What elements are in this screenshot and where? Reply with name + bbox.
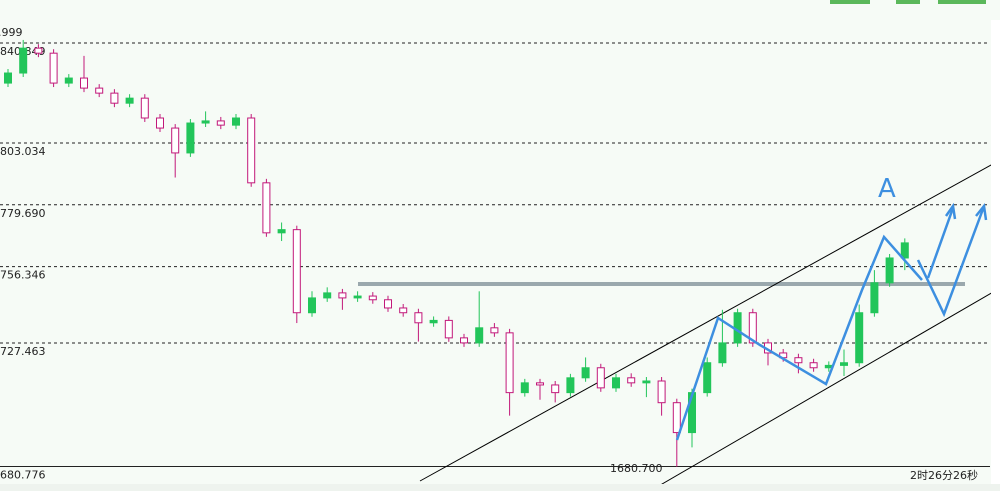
candle-body	[4, 72, 12, 84]
arrow-up-1	[926, 207, 955, 279]
candle-body	[900, 242, 909, 259]
candle-body	[49, 52, 58, 84]
tab[interactable]	[896, 0, 920, 4]
candle-body	[536, 382, 544, 386]
candle-body	[308, 297, 316, 314]
candle-body	[64, 77, 73, 84]
candle-body	[840, 362, 848, 366]
candle-body	[292, 229, 301, 314]
candle-body	[399, 307, 408, 314]
candle-body	[201, 120, 210, 124]
candle-body	[247, 117, 256, 184]
candle-body	[551, 384, 560, 394]
low-label: 1680.700	[610, 462, 663, 475]
wave-arrows	[675, 202, 988, 441]
grid: 1840.8491803.0341779.6901756.3461727.463…	[0, 42, 990, 482]
candle-body	[125, 97, 134, 104]
arrow-head	[944, 202, 957, 220]
y-tick-label: 1756.346	[0, 269, 46, 282]
candle-body	[80, 77, 88, 89]
candle-body	[627, 377, 636, 384]
candle-body	[642, 380, 651, 384]
candle-body	[338, 292, 347, 299]
candle-body	[186, 122, 195, 154]
wave-path	[675, 234, 923, 441]
channel-upper	[419, 159, 1000, 482]
channel-lower	[649, 287, 1000, 491]
candle-body	[232, 117, 240, 126]
status-bar	[0, 484, 1000, 491]
candle-body	[566, 377, 575, 394]
wave-label: A	[878, 174, 896, 204]
candle-body	[794, 357, 803, 364]
arrow-head	[975, 202, 988, 221]
candle-body	[429, 319, 438, 324]
candle-body	[505, 332, 514, 394]
tab[interactable]	[830, 0, 870, 4]
candle-body	[657, 380, 666, 404]
candle-body	[596, 367, 605, 389]
side-panel	[991, 20, 1000, 491]
candle-body	[34, 47, 43, 54]
timer: 2时26分26秒	[910, 468, 978, 482]
y-tick-label: 1680.776	[0, 469, 46, 482]
candle-body	[672, 402, 681, 434]
candle-body	[414, 312, 423, 324]
candle-body	[277, 229, 286, 234]
y-tick-label: 1803.034	[0, 145, 46, 158]
candle-body	[216, 120, 225, 126]
candle-body	[262, 182, 271, 234]
candle-body	[809, 362, 818, 369]
candle-body	[748, 312, 757, 344]
candle-body	[460, 337, 468, 344]
candle-body	[444, 319, 453, 339]
candle-body	[490, 327, 499, 334]
candle-body	[368, 295, 377, 301]
candle-body	[612, 377, 620, 389]
candle-body	[95, 87, 104, 94]
top-label: .999	[0, 26, 23, 39]
candle-body	[19, 47, 28, 74]
candle-body	[353, 295, 362, 299]
tab[interactable]	[938, 0, 986, 4]
candle-body	[384, 299, 392, 309]
candle-body	[475, 327, 484, 344]
candle-body	[703, 362, 712, 394]
candle-body	[718, 342, 727, 364]
candle-body	[156, 117, 164, 129]
y-tick-label: 1727.463	[0, 345, 46, 358]
candle-body	[171, 127, 180, 154]
candle-body	[870, 282, 879, 314]
y-tick-label: 1779.690	[0, 207, 46, 220]
candle-body	[855, 312, 864, 364]
candle-body	[323, 292, 332, 299]
candle-body	[581, 367, 590, 379]
candle-body	[140, 97, 149, 119]
candle-body	[885, 257, 894, 284]
candle-body	[110, 92, 119, 104]
arrow-down-up	[916, 208, 985, 318]
candle-body	[520, 382, 529, 394]
